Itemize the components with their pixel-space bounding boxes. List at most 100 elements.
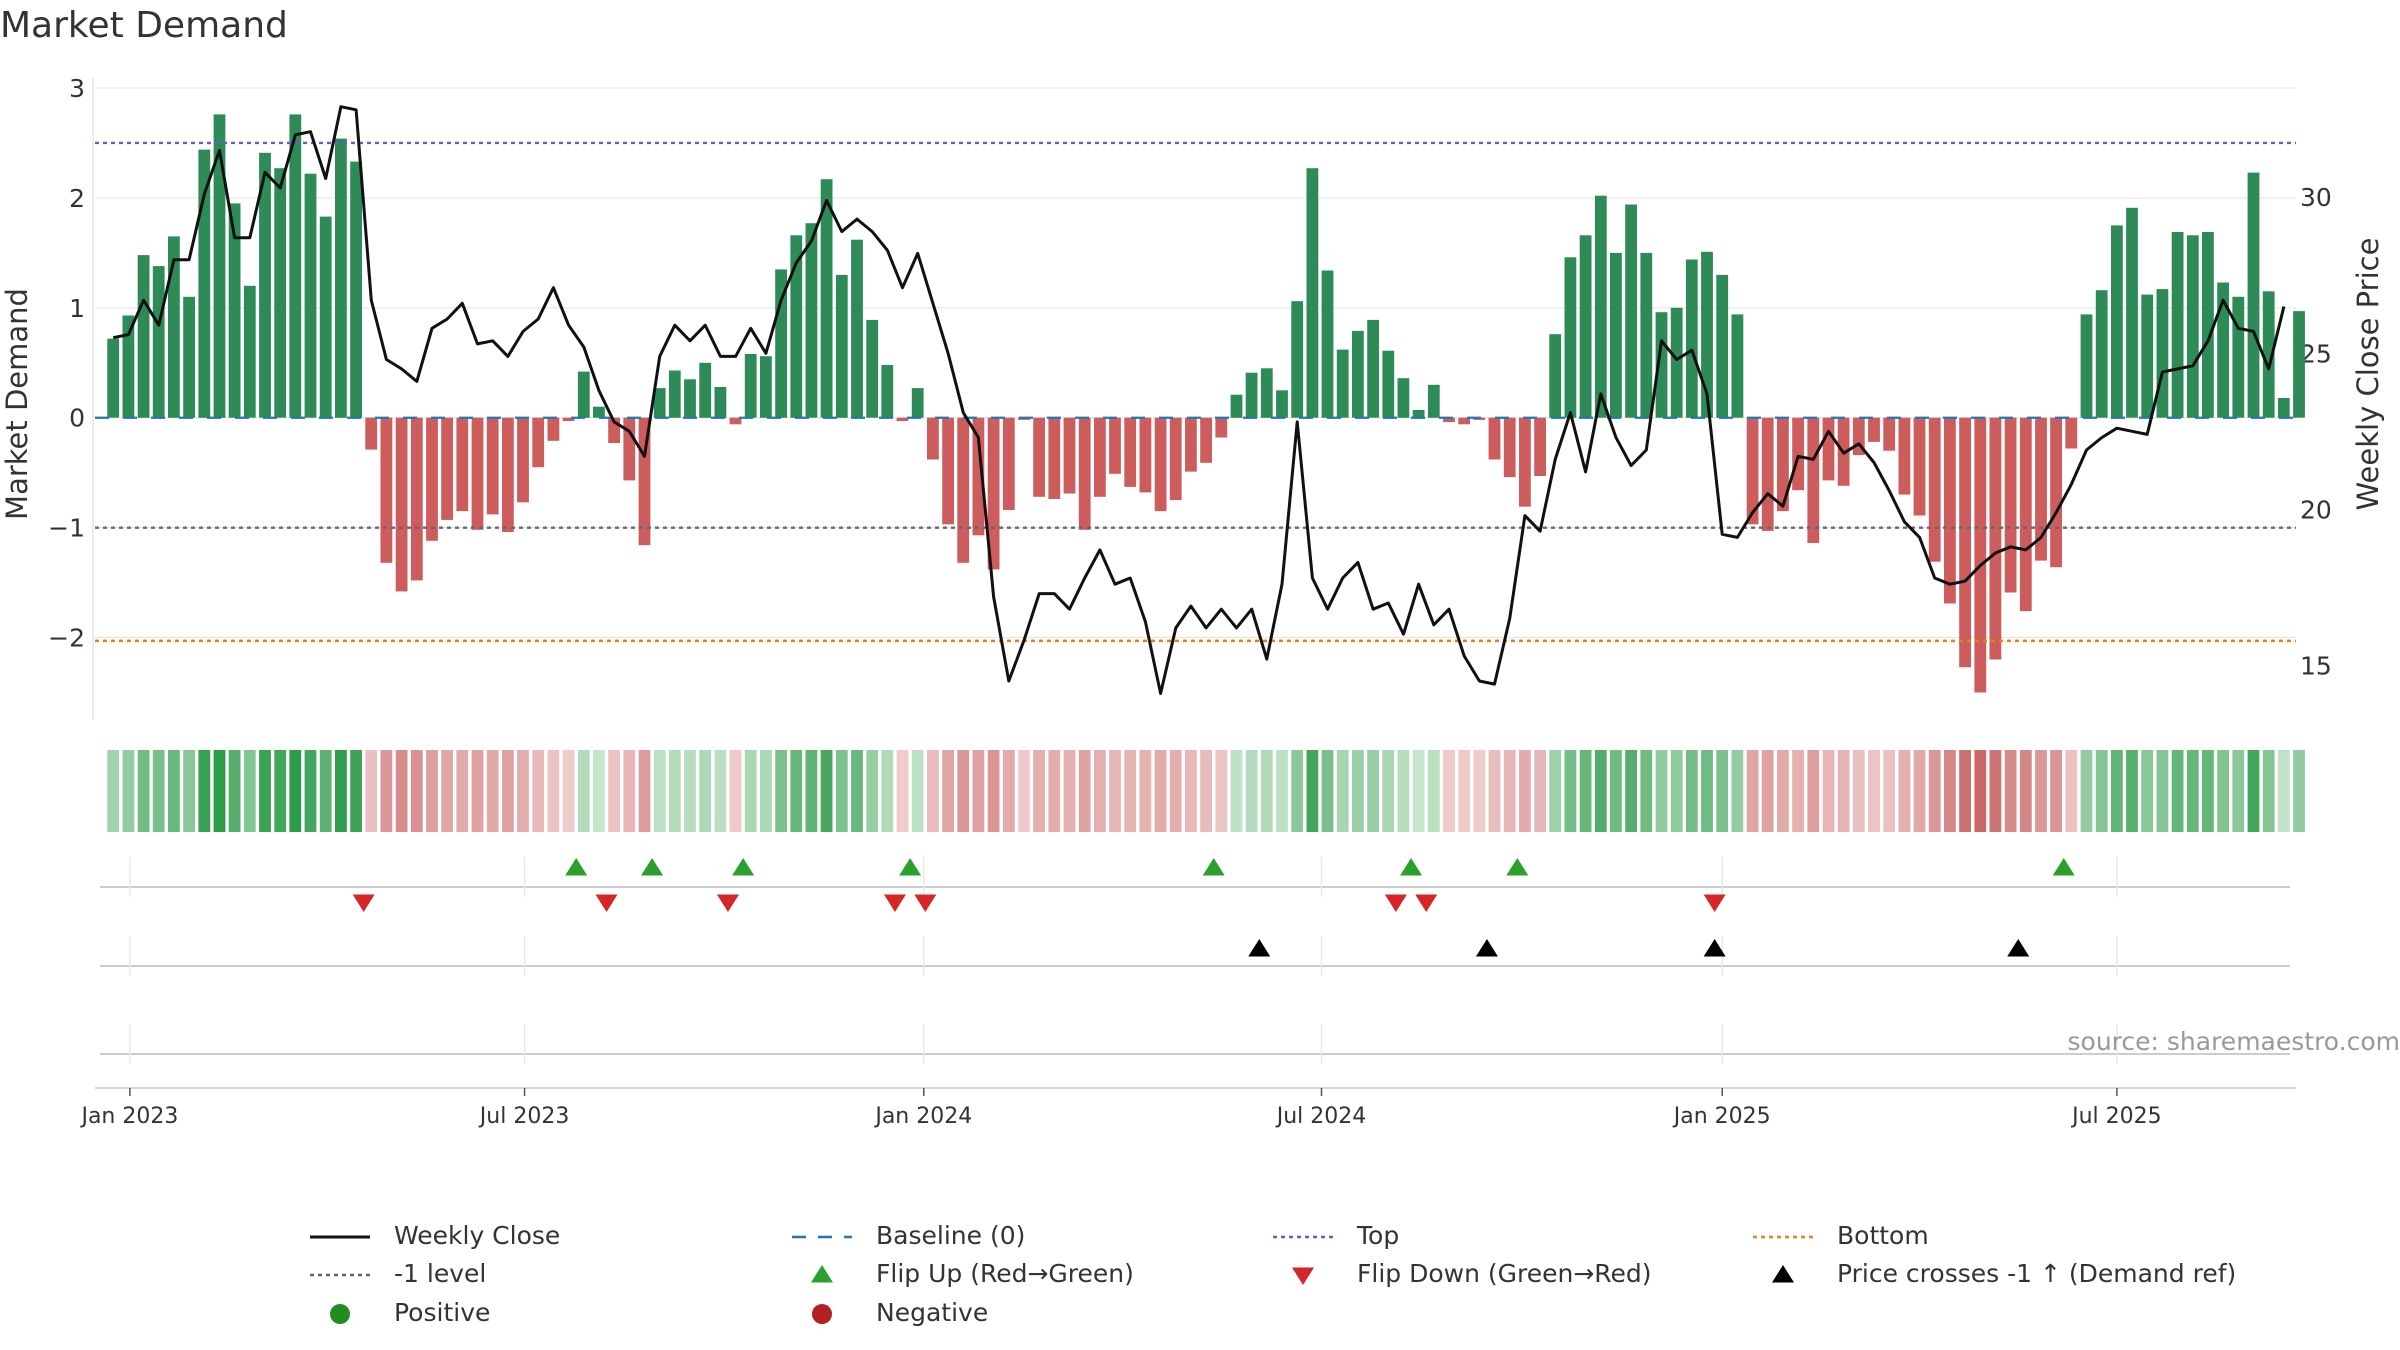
demand-bar-negative [532,417,545,468]
demand-bar-positive [1352,330,1364,418]
demand-bar-positive [1412,410,1425,418]
demand-bar-positive [1321,270,1334,418]
heat-cell [1534,750,1546,832]
weekly-close-line [112,105,2286,695]
demand-bar-positive [2141,294,2154,418]
demand-bar-negative [1898,417,1911,495]
x-tick-label: Jul 2025 [2070,1104,2162,1129]
flip-down-marker [1415,894,1438,912]
demand-bar-negative [1094,417,1106,497]
heat-cell [562,750,575,832]
heat-cell [2111,750,2123,832]
demand-bar-positive [274,168,287,418]
demand-bar-positive [213,114,226,418]
heat-cell [866,750,879,832]
demand-bar-negative [2019,417,2032,612]
heat-cell [2293,750,2305,832]
demand-bar-positive [1306,168,1319,418]
demand-bar-negative [562,417,575,421]
demand-bar-positive [1625,204,1637,418]
heat-cell [137,750,150,832]
heat-cell [1928,750,1941,832]
heat-cell [1625,750,1637,832]
flip-down-marker [1703,894,1726,912]
demand-bar-negative [365,417,378,450]
heat-cell [1033,750,1045,832]
legend-price-cross-icon [1772,1265,1794,1283]
heat-cell [638,750,651,832]
demand-bar-positive [1579,235,1592,418]
demand-bar-negative [1169,417,1182,501]
demand-bar-negative [2004,417,2017,593]
demand-bar-negative [456,417,469,512]
heat-cell [653,750,666,832]
x-tick-label: Jan 2023 [79,1104,178,1129]
demand-bar-positive [653,388,666,418]
demand-bar-positive [2232,296,2245,418]
demand-bar-positive [243,285,256,418]
heat-cell [2156,750,2169,832]
heat-cell [1488,750,1501,832]
heat-cell [168,750,180,832]
heat-cell [304,750,317,832]
demand-bar-negative [410,417,423,581]
demand-bar-positive [335,138,347,418]
heat-cell [668,750,681,832]
heat-cell [1473,750,1486,832]
demand-bar-positive [593,406,605,418]
demand-bar-positive [881,365,894,418]
demand-bar-negative [1215,417,1228,438]
x-tick-label: Jul 2023 [478,1104,570,1129]
heat-cell [699,750,712,832]
heat-cell [1018,750,1030,832]
heat-cell [517,750,529,832]
demand-bar-negative [1928,417,1941,562]
price-cross-marker [1703,939,1726,957]
heat-cell [471,750,484,832]
demand-bar-positive [259,152,271,418]
heat-cell [1443,750,1455,832]
demand-bar-positive [1230,394,1243,418]
demand-bar-negative [1124,417,1137,487]
demand-bar-negative [729,417,742,425]
heat-cell [2004,750,2017,832]
demand-bar-negative [1974,417,1987,693]
demand-bar-positive [152,266,165,418]
heat-cell [1169,750,1182,832]
heat-cell [395,750,408,832]
flip-up-marker [641,858,664,876]
demand-bar-positive [1564,257,1577,418]
demand-bar-positive [1382,350,1395,418]
demand-bar-positive [198,149,211,418]
heat-cell [760,750,772,832]
legend-negative-icon [812,1304,832,1324]
heat-cell [1610,750,1622,832]
heat-cell [1974,750,1987,832]
demand-bar-negative [1458,417,1471,425]
flip-down-marker [883,894,906,912]
demand-bar-positive [228,203,241,418]
heat-cell [2247,750,2260,832]
demand-bar-positive [1701,251,1713,418]
heat-cell [335,750,347,832]
demand-bar-positive [2171,232,2184,418]
heat-cell [1109,750,1121,832]
heat-cell [790,750,803,832]
heat-cell [1321,750,1334,832]
demand-bar-negative [1852,417,1865,456]
heat-cell [1245,750,1258,832]
demand-bar-positive [122,315,135,418]
heat-cell [410,750,423,832]
demand-bar-positive [1610,252,1622,418]
demand-bar-positive [2080,314,2093,418]
demand-bar-negative [927,417,939,460]
heat-cell [1640,750,1653,832]
heat-cell [1716,750,1729,832]
heat-cell [1519,750,1531,832]
demand-bar-positive [684,379,696,418]
demand-bar-positive [699,362,712,418]
demand-bar-negative [1822,417,1835,481]
heat-cell [2277,750,2290,832]
x-tick-label: Jan 2025 [1672,1104,1771,1129]
y2-tick-label: 25 [2300,339,2332,368]
